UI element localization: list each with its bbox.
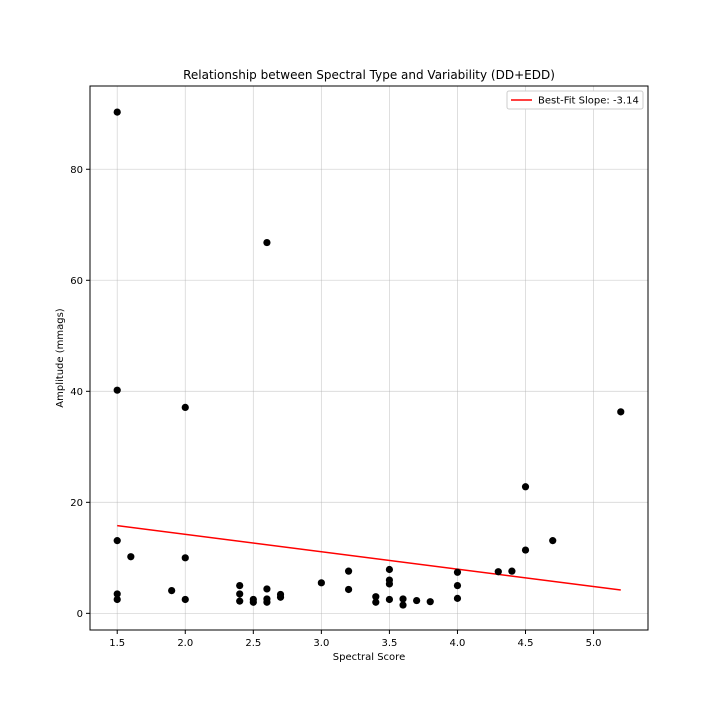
plot-frame [89, 85, 649, 631]
scatter-point [413, 596, 421, 605]
scatter-point [508, 567, 516, 575]
scatter-point [181, 403, 189, 412]
grid-lines [90, 86, 648, 630]
scatter-point [385, 580, 394, 588]
scatter-point [385, 595, 394, 604]
scatter-point [249, 598, 257, 606]
scatter-point [453, 581, 462, 590]
scatter-point [399, 601, 407, 609]
scatter-point [521, 483, 530, 491]
scatter-point [399, 595, 407, 603]
data-points [113, 108, 625, 609]
x-tick-label: 4.0 [450, 638, 466, 649]
y-tick-label: 80 [70, 165, 83, 176]
scatter-point [521, 546, 530, 554]
scatter-point [181, 554, 189, 562]
scatter-point [168, 586, 176, 595]
x-tick-label: 3.5 [381, 638, 397, 649]
scatter-point [276, 593, 285, 601]
x-tick-label: 3.0 [313, 638, 329, 649]
y-tick-label: 60 [70, 276, 83, 287]
x-tick-label: 4.5 [518, 638, 534, 649]
scatter-point [385, 565, 394, 574]
scatter-point [236, 597, 244, 605]
scatter-point [426, 598, 434, 606]
legend: Best-Fit Slope: -3.14 [506, 90, 644, 110]
scatter-point [127, 553, 135, 561]
x-tick-label: 1.5 [109, 638, 125, 649]
x-tick-label: 2.0 [177, 638, 193, 649]
scatter-point [317, 579, 325, 587]
scatter-point [113, 537, 121, 545]
best-fit-line [117, 524, 621, 591]
x-axis-label: Spectral Score [333, 652, 405, 663]
scatter-point [113, 590, 121, 598]
scatter-point [344, 585, 353, 594]
scatter-point [549, 537, 557, 545]
scatter-point [236, 581, 244, 590]
x-tick-label: 2.5 [245, 638, 261, 649]
legend-box [506, 90, 644, 110]
y-axis-label: Amplitude (mmags) [55, 308, 66, 407]
scatter-point [617, 408, 625, 416]
scatter-point [263, 598, 271, 606]
chart-title: Relationship between Spectral Type and V… [183, 68, 555, 82]
scatter-point [113, 595, 121, 604]
legend-label-best-fit: Best-Fit Slope: -3.14 [538, 96, 639, 107]
scatter-point [344, 567, 353, 575]
best-fit-line-layer [117, 524, 621, 591]
y-tick-label: 40 [70, 387, 83, 398]
scatter-point [181, 595, 189, 604]
scatter-point [453, 568, 462, 576]
y-tick-label: 20 [70, 498, 83, 509]
scatter-point [263, 585, 271, 593]
y-tick-label: 0 [77, 609, 83, 620]
scatter-point [263, 238, 271, 247]
scatter-point [372, 598, 380, 606]
scatter-point [372, 593, 380, 601]
scatter-point [236, 590, 244, 598]
x-tick-label: 5.0 [586, 638, 602, 649]
scatter-point [113, 108, 121, 116]
scatter-point [453, 594, 462, 602]
scatter-point [494, 568, 502, 576]
axis-ticks: 1.5 2.0 2.5 3.0 3.5 4.0 4.5 5.0 0 20 40 60 80 [70, 165, 601, 649]
scatter-point [113, 386, 121, 394]
